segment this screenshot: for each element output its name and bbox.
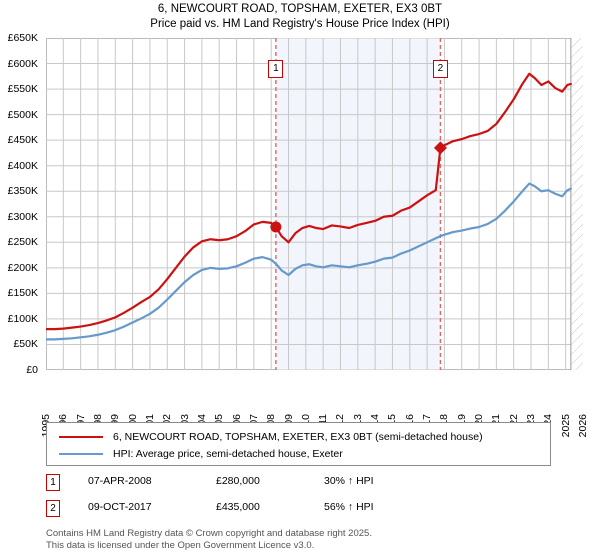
title-line-2: Price paid vs. HM Land Registry's House … — [150, 18, 450, 30]
chart-legend: 6, NEWCOURT ROAD, TOPSHAM, EXETER, EX3 0… — [46, 422, 551, 466]
legend-swatch-hpi — [59, 452, 103, 455]
y-axis-tick-label: £150K — [7, 287, 38, 300]
y-axis-tick-label: £300K — [7, 210, 38, 223]
legend-swatch-price — [59, 435, 103, 438]
chart-area: £0 £50K £100K £150K £200K £250K £300K £350K £400… — [0, 32, 600, 437]
legend-label-price: 6, NEWCOURT ROAD, TOPSHAM, EXETER, EX3 0… — [113, 430, 483, 443]
legend-item-hpi: HPI: Average price, semi-detached house,… — [47, 445, 550, 462]
chart-marker-1: 1 — [268, 60, 284, 78]
title-line-1: 6, NEWCOURT ROAD, TOPSHAM, EXETER, EX3 0… — [157, 3, 443, 15]
y-axis-tick-label: £0 — [26, 364, 38, 376]
y-axis-tick-label: £600K — [7, 57, 38, 70]
y-axis-labels: £0 £50K £100K £150K £200K £250K £300K £350K £400… — [0, 32, 44, 376]
attribution-footer: Contains HM Land Registry data © Crown c… — [46, 528, 586, 551]
plot-svg — [46, 38, 583, 370]
sale-price-2: £435,000 — [216, 501, 260, 513]
legend-item-price: 6, NEWCOURT ROAD, TOPSHAM, EXETER, EX3 0… — [47, 428, 550, 445]
y-axis-tick-label: £250K — [7, 236, 38, 249]
sale-price-1: £280,000 — [216, 475, 260, 487]
sale-marker-2: 2 — [46, 500, 60, 517]
y-axis-tick-label: £200K — [7, 261, 38, 274]
footer-line-1: Contains HM Land Registry data © Crown c… — [46, 528, 372, 539]
sale-hpi-delta-2: 56% ↑ HPI — [324, 501, 374, 513]
chart-marker-2: 2 — [432, 60, 448, 78]
y-axis-tick-label: £550K — [7, 83, 38, 96]
table-row: 1 07-APR-2008 £280,000 30% ↑ HPI — [46, 472, 566, 498]
sale-hpi-delta-1: 30% ↑ HPI — [324, 475, 374, 487]
y-axis-tick-label: £400K — [7, 159, 38, 172]
x-axis-tick-label: 2025 — [559, 414, 572, 438]
sales-table: 1 07-APR-2008 £280,000 30% ↑ HPI 2 09-OC… — [46, 472, 566, 524]
footer-line-2: This data is licensed under the Open Gov… — [46, 539, 315, 551]
y-axis-tick-label: £500K — [7, 108, 38, 121]
y-axis-tick-label: £450K — [7, 134, 38, 147]
y-axis-tick-label: £100K — [7, 312, 38, 325]
y-axis-tick-label: £50K — [13, 338, 38, 351]
sale-date-2: 09-OCT-2017 — [88, 501, 152, 513]
sale-marker-1: 1 — [46, 474, 60, 491]
x-axis-tick-label: 2026 — [577, 414, 589, 438]
y-axis-tick-label: £350K — [7, 185, 38, 198]
table-row: 2 09-OCT-2017 £435,000 56% ↑ HPI — [46, 498, 566, 524]
sale-date-1: 07-APR-2008 — [88, 475, 152, 487]
y-axis-tick-label: £650K — [7, 32, 38, 44]
legend-label-hpi: HPI: Average price, semi-detached house,… — [113, 447, 343, 460]
page-title: 6, NEWCOURT ROAD, TOPSHAM, EXETER, EX3 0… — [0, 2, 600, 32]
